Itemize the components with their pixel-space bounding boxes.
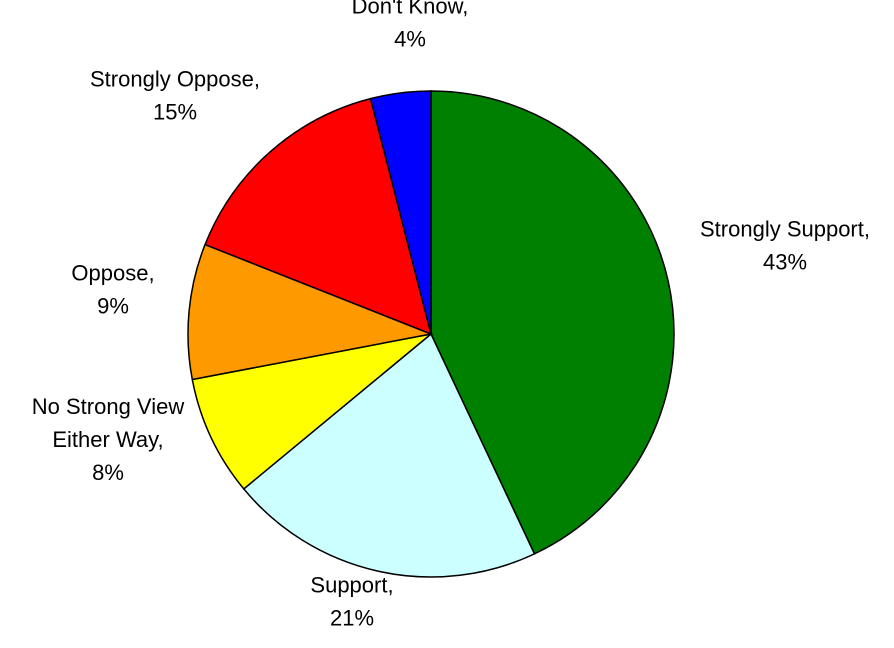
slice-name: Either Way, xyxy=(52,427,163,452)
slice-label-strongly-oppose: Strongly Oppose, 15% xyxy=(90,67,260,125)
pie-slice-support xyxy=(242,332,536,578)
pie-slice-strongly-support xyxy=(430,90,675,555)
slice-label-no-strong-view-either-way: No Strong View Either Way, 8% xyxy=(32,394,185,485)
slice-percent: 9% xyxy=(97,294,129,319)
pie-slices xyxy=(187,90,675,578)
slice-label-support: Support, 21% xyxy=(310,573,393,631)
pie-slice-don-t-know xyxy=(369,90,432,335)
slice-name: Strongly Support, xyxy=(700,217,870,242)
slice-label-oppose: Oppose, 9% xyxy=(71,261,154,319)
slice-percent: 21% xyxy=(330,606,374,631)
slice-percent: 8% xyxy=(92,460,124,485)
pie-slice-strongly-oppose xyxy=(204,97,433,336)
pie-slice-no-strong-view-either-way xyxy=(191,333,432,490)
slice-name: Oppose, xyxy=(71,261,154,286)
pie-slice-oppose xyxy=(187,243,434,381)
slice-percent: 15% xyxy=(153,100,197,125)
slice-percent: 4% xyxy=(394,27,426,52)
slice-name: Support, xyxy=(310,573,393,598)
slice-name: Strongly Oppose, xyxy=(90,67,260,92)
slice-label-don-t-know: Don't Know, 4% xyxy=(352,0,469,52)
pie-labels: Strongly Support, 43% Support, 21% No Strong… xyxy=(32,0,870,631)
slice-percent: 43% xyxy=(763,250,807,275)
slice-name: Don't Know, xyxy=(352,0,469,19)
slice-name: No Strong View xyxy=(32,394,185,419)
slice-label-strongly-support: Strongly Support, 43% xyxy=(700,217,870,275)
